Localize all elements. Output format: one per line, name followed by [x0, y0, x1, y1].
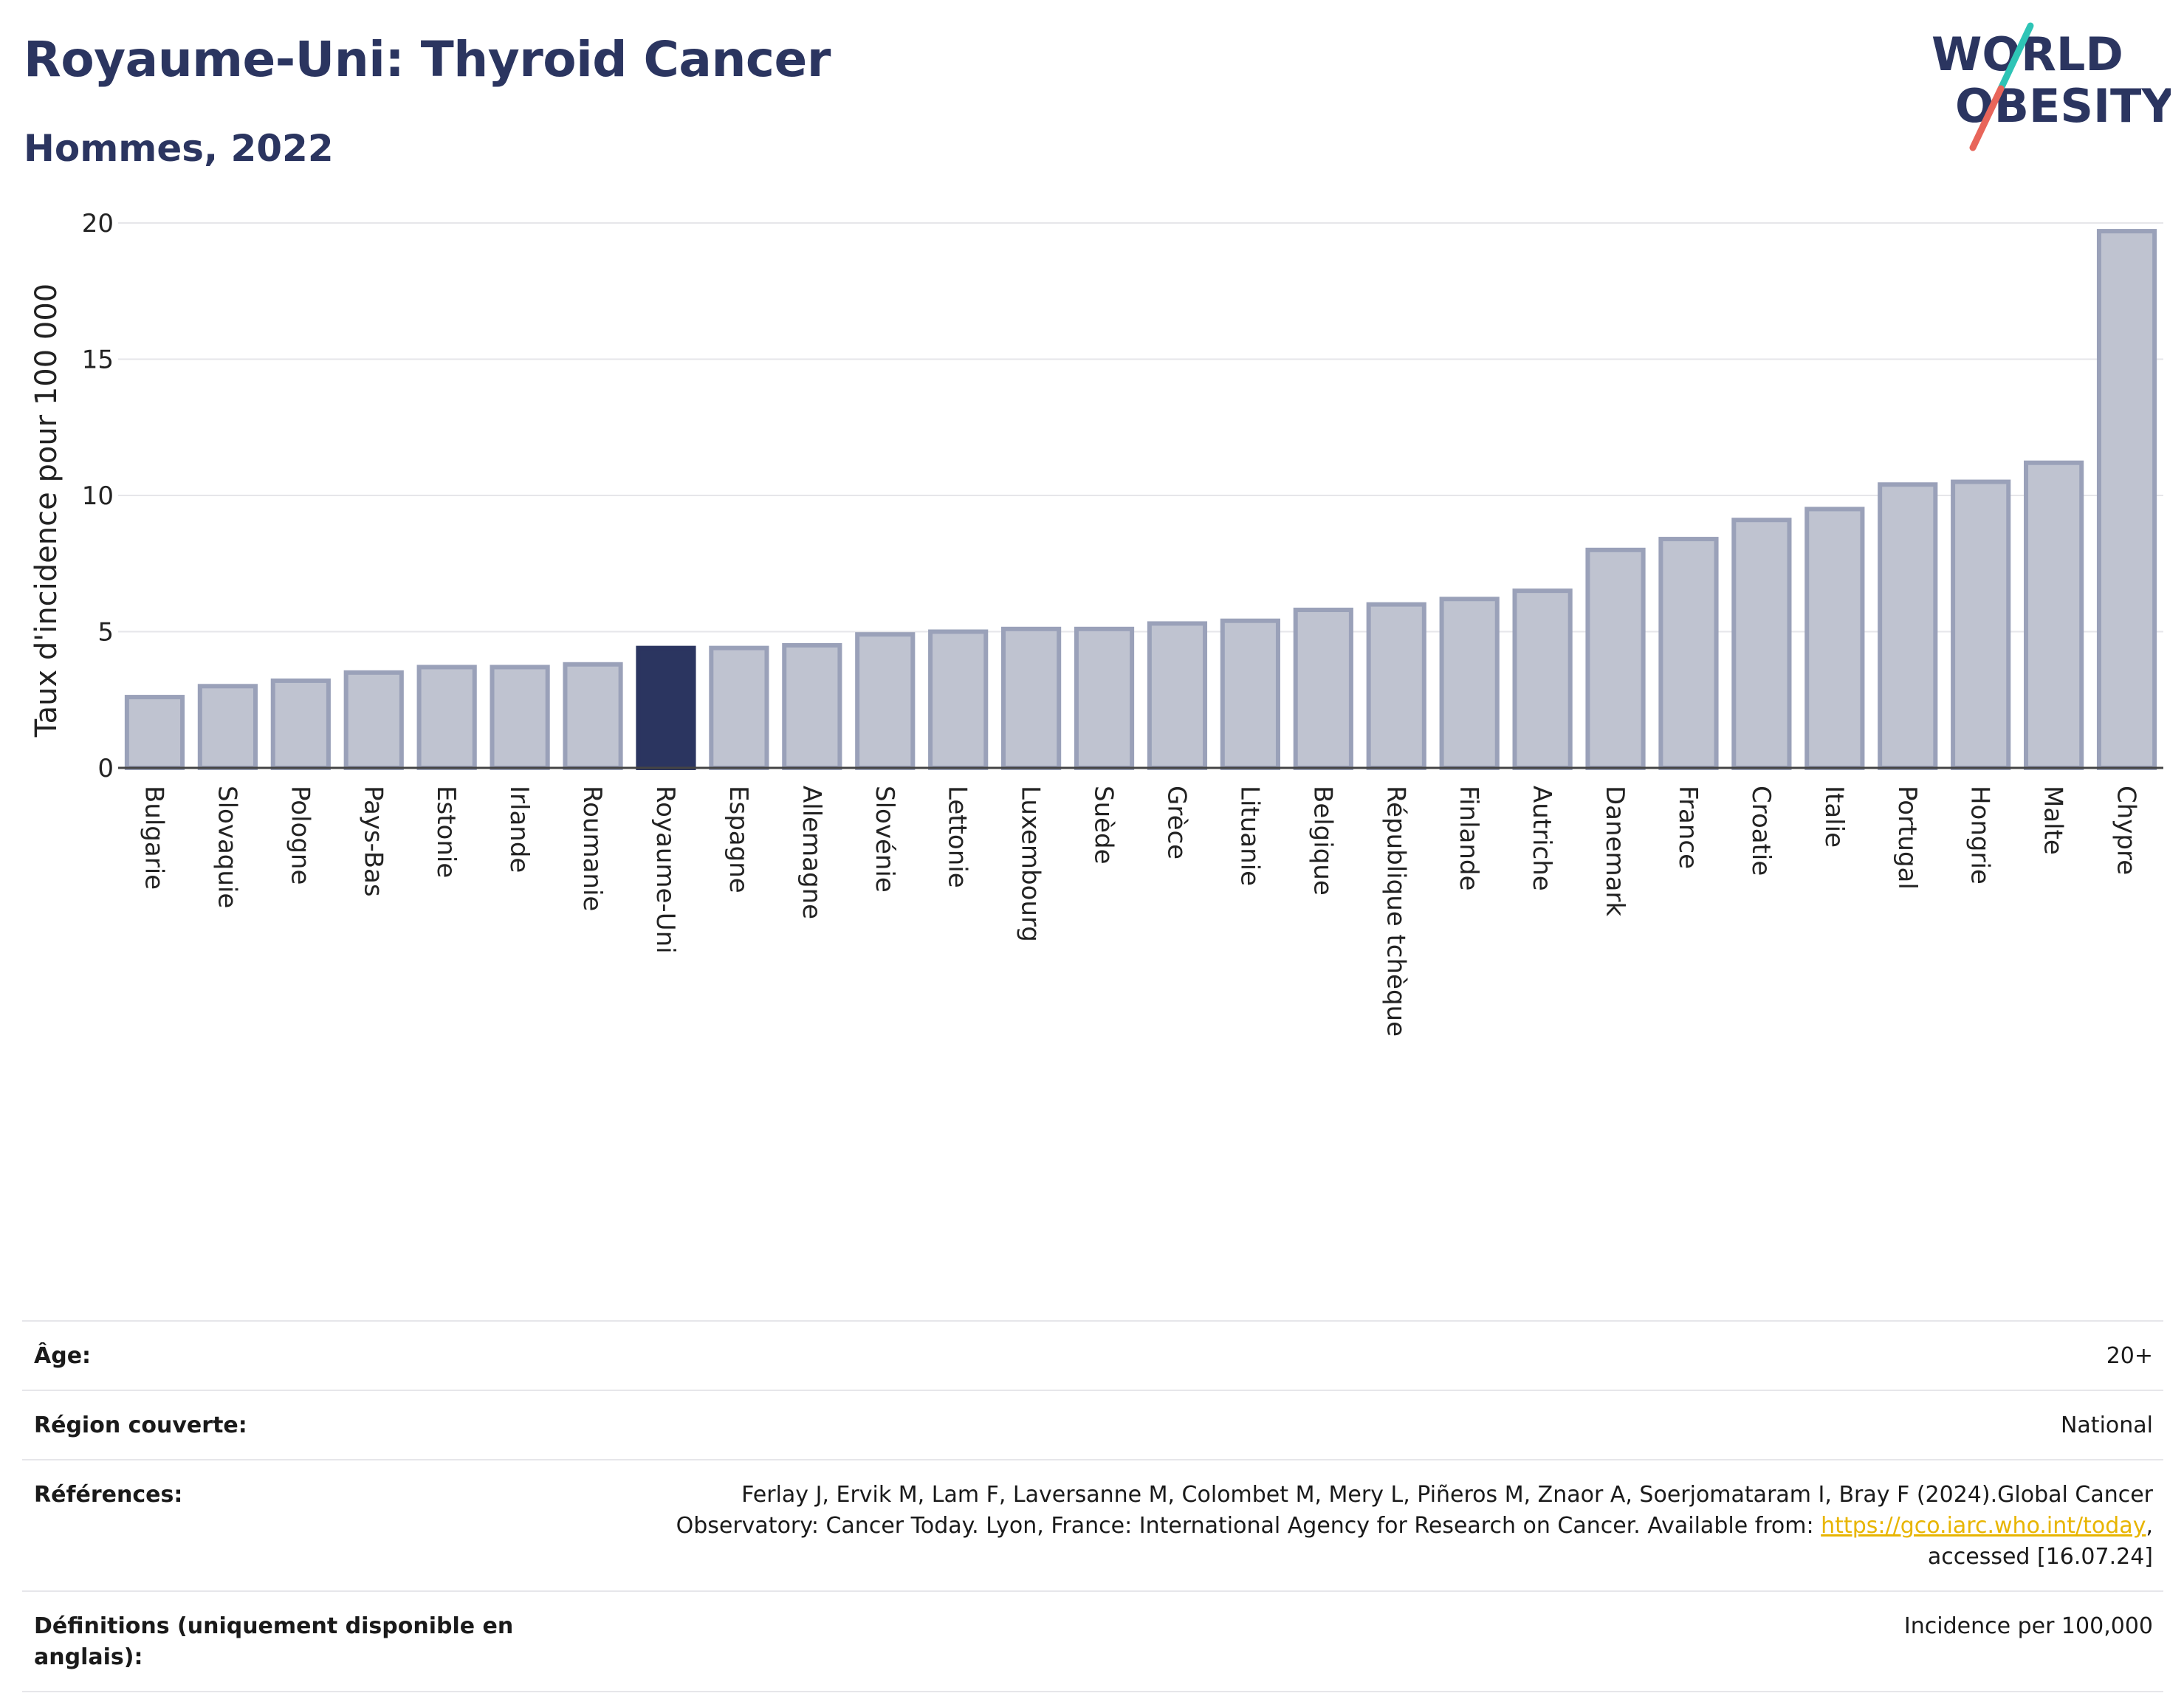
bars	[124, 229, 2157, 771]
x-tick-label: Royaume-Uni	[650, 786, 680, 954]
x-tick-label: Croatie	[1746, 786, 1776, 876]
references-text-3: ,	[2146, 1513, 2153, 1539]
definitions-value: Incidence per 100,000	[1903, 1613, 2153, 1639]
x-tick-label: Slovaquie	[212, 786, 241, 908]
bar	[1366, 602, 1426, 770]
bar	[855, 632, 916, 770]
x-tick-label: Italie	[1819, 786, 1849, 848]
x-tick-label: Bulgarie	[139, 786, 168, 890]
x-tick-label: Luxembourg	[1016, 786, 1045, 942]
y-tick-label: 15	[82, 346, 114, 375]
x-tick-label: Allemagne	[797, 786, 826, 919]
y-tick-label: 20	[82, 209, 114, 238]
x-tick-label: Chypre	[2112, 786, 2141, 875]
bar	[709, 645, 769, 771]
x-tick-label: Irlande	[504, 786, 534, 873]
x-tick-label: Belgique	[1308, 786, 1337, 896]
definitions-label: Définitions (uniquement disponible en an…	[34, 1613, 514, 1670]
info-row-definitions: Définitions (uniquement disponible en an…	[22, 1590, 2163, 1692]
bar-highlight	[636, 645, 696, 771]
info-row-region: Région couverte: National	[22, 1390, 2163, 1459]
bar	[2024, 460, 2084, 770]
x-tick-label: Espagne	[724, 786, 753, 893]
info-row-age: Âge: 20+	[22, 1320, 2163, 1390]
y-tick-label: 0	[97, 754, 114, 783]
y-tick-label: 5	[97, 618, 114, 648]
bar	[2096, 229, 2157, 770]
region-value: National	[2060, 1412, 2153, 1438]
y-axis-ticks: 0 5 10 15 20	[82, 209, 114, 783]
bar	[1658, 537, 1719, 770]
x-tick-label: Slovénie	[870, 786, 899, 893]
x-tick-label: Grèce	[1161, 786, 1191, 859]
chart-subtitle: Hommes, 2022	[24, 127, 334, 170]
x-tick-label: Hongrie	[1965, 786, 1995, 885]
bar	[1293, 607, 1353, 770]
info-table: Âge: 20+ Région couverte: National Référ…	[22, 1320, 2163, 1692]
bar	[1147, 621, 1208, 770]
x-tick-label: République tchèque	[1381, 786, 1410, 1037]
region-label: Région couverte:	[34, 1412, 247, 1438]
x-tick-label: Pays-Bas	[358, 786, 388, 897]
bar	[1439, 597, 1500, 770]
bar	[1731, 518, 1792, 771]
bar	[270, 678, 331, 770]
world-obesity-logo: WORLD OBESITY	[1931, 22, 2171, 151]
bar	[1074, 626, 1135, 770]
bar	[1804, 507, 1865, 770]
x-tick-label: France	[1673, 786, 1703, 869]
bar	[1878, 482, 1938, 770]
bar	[1951, 479, 2011, 770]
bar	[1001, 626, 1062, 770]
x-tick-label: Danemark	[1600, 786, 1630, 916]
x-tick-label: Estonie	[431, 786, 461, 878]
y-tick-label: 10	[82, 481, 114, 511]
bar	[928, 629, 989, 770]
bar	[782, 642, 842, 771]
bar-chart: 0 5 10 15 20 Bulgarie Slovaquie Pologne Pays-Ba…	[30, 209, 2163, 1037]
x-tick-label: Suède	[1089, 786, 1119, 865]
age-value: 20+	[2106, 1343, 2153, 1369]
chart-title: Royaume-Uni: Thyroid Cancer	[24, 31, 831, 88]
x-tick-label: Lettonie	[943, 786, 972, 888]
x-axis-labels: Bulgarie Slovaquie Pologne Pays-Bas Estonie I…	[139, 786, 2140, 1037]
bar	[1220, 618, 1280, 770]
x-tick-label: Finlande	[1454, 786, 1483, 890]
bar	[1512, 588, 1573, 771]
x-tick-label: Pologne	[285, 786, 315, 885]
logo-slash-teal-icon	[1997, 22, 2034, 92]
x-tick-label: Portugal	[1892, 786, 1922, 890]
references-text-4: accessed [16.07.24]	[1927, 1544, 2153, 1570]
bar	[416, 665, 477, 770]
logo-slash-red-icon	[1969, 85, 2005, 151]
references-link[interactable]: https://gco.iarc.who.int/today	[1821, 1513, 2146, 1539]
bar	[490, 665, 550, 770]
references-text-2: Observatory: Cancer Today. Lyon, France:…	[676, 1513, 1821, 1539]
references-label: Références:	[34, 1482, 183, 1508]
bar	[563, 662, 623, 771]
x-tick-label: Autriche	[1527, 786, 1556, 891]
x-tick-label: Malte	[2039, 786, 2068, 855]
bar	[343, 670, 404, 770]
references-value: Ferlay J, Ervik M, Lam F, Laversanne M, …	[676, 1480, 2153, 1573]
info-row-references: Références: Ferlay J, Ervik M, Lam F, La…	[22, 1459, 2163, 1590]
bar	[124, 695, 185, 770]
age-label: Âge:	[34, 1343, 92, 1369]
bar	[197, 684, 258, 770]
x-tick-label: Roumanie	[577, 786, 607, 911]
x-tick-label: Lituanie	[1234, 786, 1264, 886]
bar	[1585, 547, 1646, 770]
references-text-1: Ferlay J, Ervik M, Lam F, Laversanne M, …	[741, 1482, 2153, 1508]
y-axis-title: Taux d'incidence pour 100 000	[30, 284, 63, 738]
